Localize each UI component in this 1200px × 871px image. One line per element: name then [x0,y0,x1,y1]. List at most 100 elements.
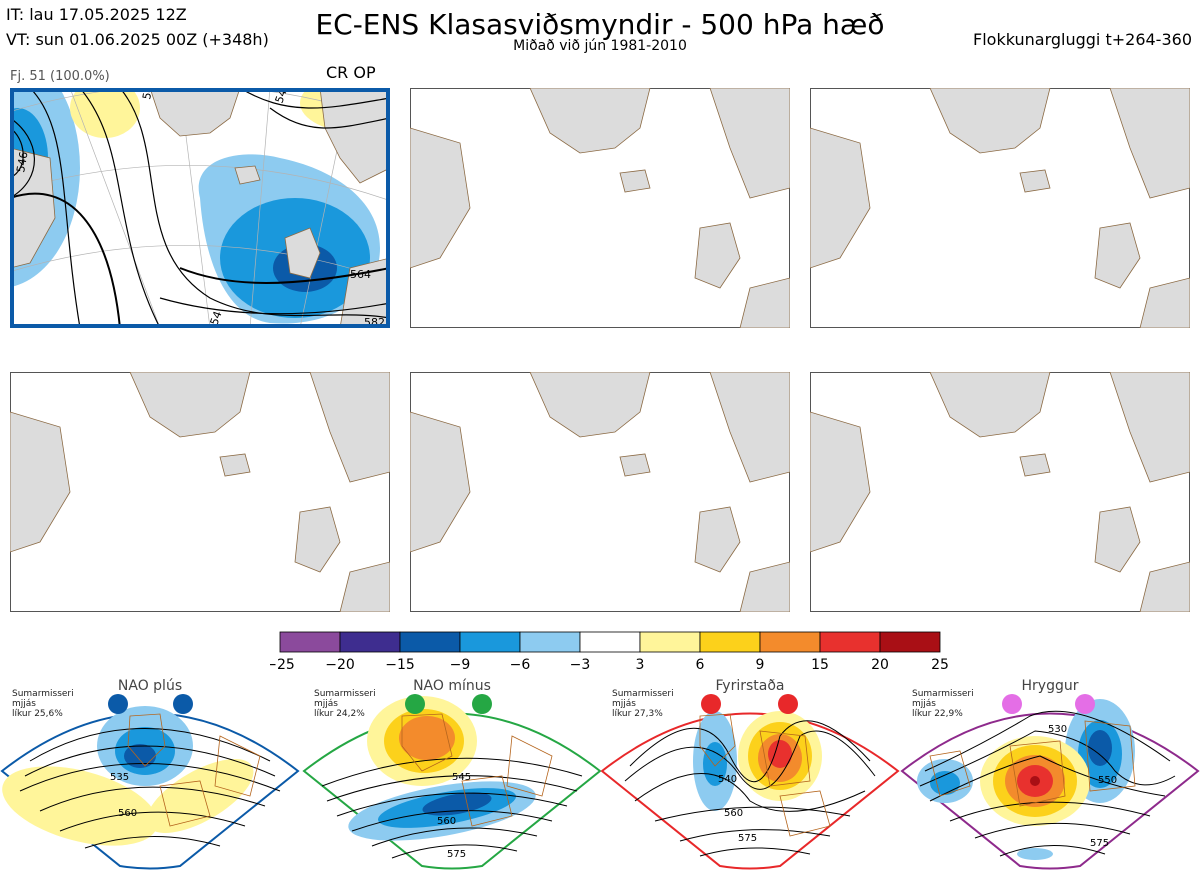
regime-label-545: 545 [452,772,471,783]
contour-label-564: 564 [350,268,371,281]
map-panel-5-svg [410,372,790,612]
regime-label-530: 530 [1048,724,1067,735]
map-panel-1[interactable]: 564 546 54 54 582 54 [10,88,390,328]
colorbar-segment [699,631,761,653]
regime-nao-minus[interactable]: 545 560 575 NAO mínus Sumarmisseri mjjás l… [302,676,602,871]
regime-label-540: 540 [718,774,737,785]
colorbar-tick-label: 20 [871,657,889,672]
regime-probability: líkur 24,2% [314,709,365,719]
land-masses [410,372,790,612]
regime-contours [19,728,281,849]
regime-info: Sumarmisseri mjjás líkur 27,3% [612,689,674,719]
colorbar-tick-label: −9 [450,657,471,672]
regime-probability: líkur 25,6% [12,709,63,719]
regime-anomaly-pos-max [1030,776,1040,786]
regime-coastlines [127,713,261,827]
regime-anomaly-neg-core [703,742,727,786]
regime-blocking[interactable]: 540 560 575 Fyrirstaða Sumarmisseri mjjás… [600,676,900,871]
regime-label-560: 560 [724,808,743,819]
colorbar-segment [459,631,521,653]
regime-info: Sumarmisseri mjjás líkur 25,6% [12,689,74,719]
regime-label-560: 560 [437,816,456,827]
regime-info: Sumarmisseri mjjás líkur 24,2% [314,689,376,719]
regime-label-575: 575 [447,849,466,860]
map-panel-3-svg [810,88,1190,328]
ensemble-member-count: Fj. 51 (100.0%) [10,69,110,84]
regime-anomaly-neg-core [422,792,492,816]
regime-anomaly-pos-core [768,740,792,768]
colorbar-tick-label: 3 [636,657,645,672]
regime-label-560: 560 [118,808,137,819]
map-panel-4-svg [10,372,390,612]
colorbar-tick-label: −6 [510,657,531,672]
land-masses [810,88,1190,328]
map-panel-3[interactable] [810,88,1190,328]
map-panel-6[interactable] [810,372,1190,612]
contour-label-546: 546 [14,151,30,174]
regime-nao-plus-svg: 535 560 [0,694,300,870]
regime-info: Sumarmisseri mjjás líkur 22,9% [912,689,974,719]
land-masses [410,88,790,328]
regime-coastlines [929,720,1136,807]
colorbar-segment [579,631,641,653]
regime-anomaly-pos-2 [146,759,254,833]
regime-season: Sumarmisseri [912,689,974,699]
colorbar-segment [339,631,401,653]
colorbar-segment [399,631,461,653]
regime-season: Sumarmisseri [612,689,674,699]
map-panel-6-svg [810,372,1190,612]
colorbar-tick-label: 9 [756,657,765,672]
colorbar-tick-label: −20 [325,657,355,672]
colorbar-tick-label: 25 [931,657,949,672]
regime-anomaly-pos-core [399,716,455,760]
regime-spread: mjjás [612,699,636,709]
regime-spread: mjjás [314,699,338,709]
map-panel-5[interactable] [410,372,790,612]
land-masses [810,372,1190,612]
map-panel-2-svg [410,88,790,328]
regime-ridge-svg: 530 550 575 [900,694,1200,870]
colorbar-segment [819,631,881,653]
land-masses [10,88,390,328]
colorbar-segment [639,631,701,653]
map-panel-2[interactable] [410,88,790,328]
regime-anomaly-neg-core [124,744,156,768]
regime-coastlines [699,713,831,837]
regime-indicator-dot [472,694,492,714]
colorbar-tick-label: 15 [811,657,829,672]
regime-probability: líkur 22,9% [912,709,963,719]
regime-season: Sumarmisseri [12,689,74,699]
regime-title: Hryggur [1021,678,1079,694]
regime-season: Sumarmisseri [314,689,376,699]
colorbar-segment [879,631,941,653]
regime-spread: mjjás [12,699,36,709]
map-panel-4[interactable] [10,372,390,612]
regime-title: NAO mínus [413,678,491,694]
colorbar: −25 −20 −15 −9 −6 −3 3 6 9 15 20 25 [265,630,950,673]
regime-label-575: 575 [738,833,757,844]
regime-spread: mjjás [912,699,936,709]
colorbar-segment [279,631,341,653]
regime-title: NAO plús [117,678,183,694]
regime-coastlines [401,713,553,827]
colorbar-svg: −25 −20 −15 −9 −6 −3 3 6 9 15 20 25 [265,631,949,673]
regime-label-550: 550 [1098,775,1117,786]
regime-probability: líkur 27,3% [612,709,663,719]
contour-label-54-ne: 54 [273,88,290,105]
chart-subtitle: Miðað við jún 1981-2010 [513,38,687,54]
init-time: IT: lau 17.05.2025 12Z [6,5,187,24]
cluster-label: CR OP [326,63,376,82]
classification-window: Flokkunargluggi t+264-360 [973,30,1192,49]
regime-ridge[interactable]: 530 550 575 Hryggur Sumarmisseri mjjás lík… [900,676,1200,871]
regime-anomaly-pos [2,766,158,846]
regime-indicator-dot [1075,694,1095,714]
regime-indicator-dot [1002,694,1022,714]
colorbar-tick-label: −25 [270,657,295,672]
regime-nao-plus[interactable]: 535 560 NAO plús Sumarmisseri mjjás líkur … [0,676,300,871]
colorbar-segment [759,631,821,653]
colorbar-tick-label: 6 [696,657,705,672]
selected-panel-frame [10,88,390,328]
valid-time: VT: sun 01.06.2025 00Z (+348h) [6,30,269,49]
anomaly-pos-north [70,88,140,138]
height-contours [10,88,390,328]
